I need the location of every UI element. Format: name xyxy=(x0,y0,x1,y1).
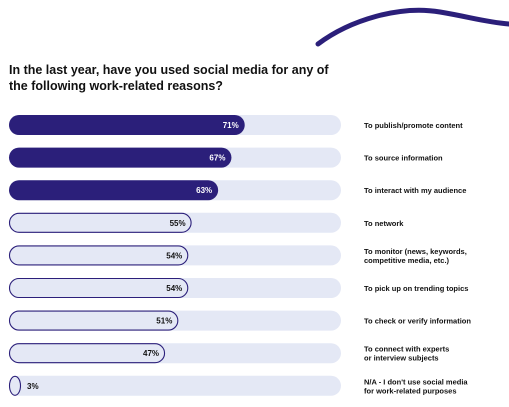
category-label-line: To pick up on trending topics xyxy=(364,284,468,293)
bar-track xyxy=(9,375,341,396)
bar xyxy=(8,375,22,396)
bar xyxy=(9,115,245,135)
bar-value-label: 55% xyxy=(170,219,186,228)
category-label-line: or interview subjects xyxy=(364,354,439,363)
bar-value-label: 54% xyxy=(166,284,182,293)
category-label-line: To check or verify information xyxy=(364,317,471,326)
category-label: To source information xyxy=(364,154,443,163)
category-label: To publish/promote content xyxy=(364,121,463,130)
bar-value-label: 47% xyxy=(143,349,159,358)
bar xyxy=(8,245,189,266)
category-label: To check or verify information xyxy=(364,317,471,326)
bar-track xyxy=(9,212,341,233)
category-label-line: N/A - I don't use social media xyxy=(364,377,468,386)
category-label-line: To publish/promote content xyxy=(364,121,463,130)
category-label-line: To interact with my audience xyxy=(364,186,466,195)
bar xyxy=(9,180,219,201)
bar-value-label: 3% xyxy=(27,382,39,391)
category-label: To interact with my audience xyxy=(364,186,466,195)
bar-value-label: 67% xyxy=(209,154,225,163)
chart-title: In the last year, have you used social m… xyxy=(9,63,329,93)
bar-track xyxy=(9,310,341,331)
category-label-line: To monitor (news, keywords, xyxy=(364,247,467,256)
category-label: To connect with experts or interview subj… xyxy=(364,345,449,363)
category-label-line: To source information xyxy=(364,154,443,163)
bar xyxy=(8,310,179,331)
bar-track xyxy=(9,343,341,364)
category-label: N/A - I don't use social media for work-r… xyxy=(364,377,468,395)
bar xyxy=(8,212,192,233)
bar-track xyxy=(9,278,341,298)
bar xyxy=(9,147,232,168)
category-label-line: To network xyxy=(364,219,404,228)
category-label-line: competitive media, etc.) xyxy=(364,256,450,265)
bar-value-label: 63% xyxy=(196,186,212,195)
category-label: To pick up on trending topics xyxy=(364,284,468,293)
bar-chart: 71% To publish/promote content 67% To sourc… xyxy=(8,115,471,396)
bar-value-label: 54% xyxy=(166,251,182,260)
bar xyxy=(8,343,166,364)
bar-track xyxy=(9,245,341,266)
category-label: To monitor (news, keywords, competitive m… xyxy=(364,247,467,265)
category-label-line: To connect with experts xyxy=(364,345,449,354)
category-label-line: for work-related purposes xyxy=(364,386,457,395)
bar-value-label: 71% xyxy=(223,121,239,130)
decorative-swoosh xyxy=(315,7,509,47)
bar-value-label: 51% xyxy=(156,317,172,326)
bar xyxy=(8,277,189,299)
category-label: To network xyxy=(364,219,404,228)
